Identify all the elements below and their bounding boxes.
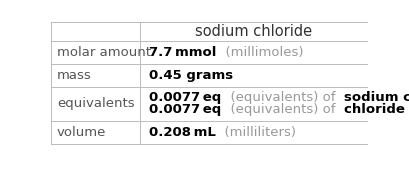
Text: chloride anion: chloride anion xyxy=(344,103,409,116)
Text: (millimoles): (millimoles) xyxy=(217,46,303,58)
Text: sodium chloride: sodium chloride xyxy=(196,24,312,39)
Text: (equivalents) of: (equivalents) of xyxy=(222,103,344,116)
Text: sodium cation: sodium cation xyxy=(344,91,409,104)
Text: (equivalents) of: (equivalents) of xyxy=(222,91,344,104)
Text: mass: mass xyxy=(57,69,92,81)
Text: volume: volume xyxy=(57,126,106,139)
Text: 0.208 mL: 0.208 mL xyxy=(149,126,216,139)
Text: 0.45 grams: 0.45 grams xyxy=(149,69,234,81)
Text: 0.0077 eq: 0.0077 eq xyxy=(149,103,222,116)
Text: 7.7 mmol: 7.7 mmol xyxy=(149,46,217,58)
Text: molar amount: molar amount xyxy=(57,46,151,58)
Text: 0.0077 eq: 0.0077 eq xyxy=(149,91,222,104)
Text: equivalents: equivalents xyxy=(57,97,135,110)
Text: (milliliters): (milliliters) xyxy=(216,126,296,139)
